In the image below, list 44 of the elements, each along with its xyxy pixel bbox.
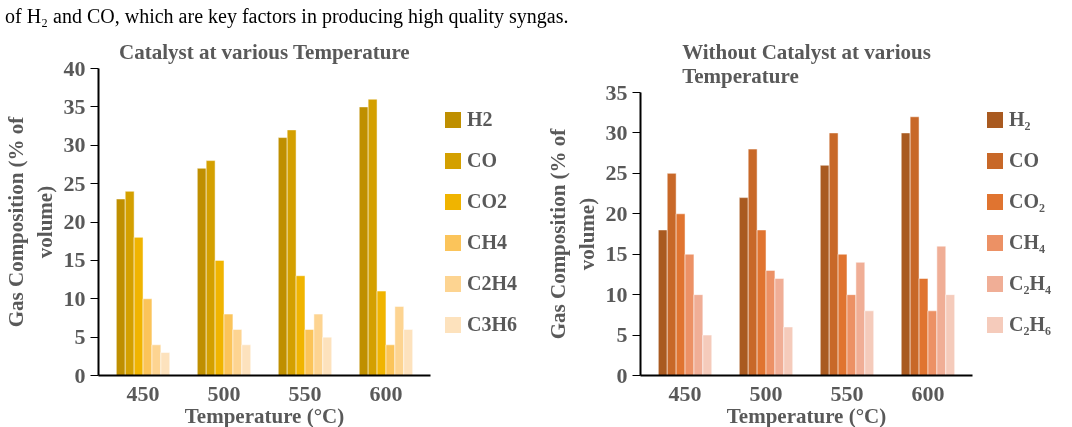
y-tick-label: 0 [74,362,86,388]
y-tick-label: 30 [63,132,86,158]
y-tick-label: 15 [63,247,86,273]
legend-label: CH₄ [1009,230,1045,256]
x-tick-label: 500 [749,380,783,406]
chart-title: Catalyst at various Temperature [118,39,410,64]
y-tick-label: 10 [63,285,86,311]
legend-label: CO [467,148,497,174]
y-tick-label: 35 [63,93,86,119]
legend-label: CO [1009,148,1039,174]
x-tick-label: 600 [369,380,403,406]
y-tick-label: 25 [605,160,628,186]
y-tick-label: 0 [616,362,628,388]
x-axis-title: Temperature (°C) [726,403,887,427]
y-tick-label: 25 [63,170,86,196]
x-axis-title: Temperature (°C) [184,403,345,427]
y-tick-label: 15 [605,241,628,267]
x-tick-label: 550 [830,380,864,406]
x-tick-label: 600 [911,380,945,406]
legend-label: C₂H₄ [1009,271,1051,297]
legend-label: CH4 [467,230,507,256]
y-tick-label: 20 [605,200,628,226]
x-tick-label: 500 [207,380,241,406]
legend-label: CO2 [467,189,507,215]
y-tick-label: 10 [605,281,628,307]
legend-label: C2H4 [467,271,517,297]
legend-label: CO₂ [1009,189,1045,215]
y-tick-label: 5 [74,324,86,350]
y-tick-label: 5 [616,322,628,348]
chart-title: Without Catalyst at various Temperature [682,39,931,88]
text: of H₂ and CO, which are key factors in producing high quality syngas. [5,5,569,27]
y-axis-title: Gas Composition (% of volume) [545,127,599,340]
legend-label: H2 [467,107,493,133]
y-axis-title: Gas Composition (% of volume) [3,115,57,328]
legend-label: C₂H₆ [1009,312,1051,338]
legend-label: H₂ [1009,107,1031,133]
legend-label: C3H6 [467,312,517,338]
y-tick-label: 30 [605,119,628,145]
y-tick-label: 20 [63,209,86,234]
x-tick-label: 450 [126,380,160,406]
x-tick-label: 550 [288,380,322,406]
y-tick-label: 35 [605,79,628,105]
y-tick-label: 40 [63,55,86,81]
x-tick-label: 450 [668,380,702,406]
